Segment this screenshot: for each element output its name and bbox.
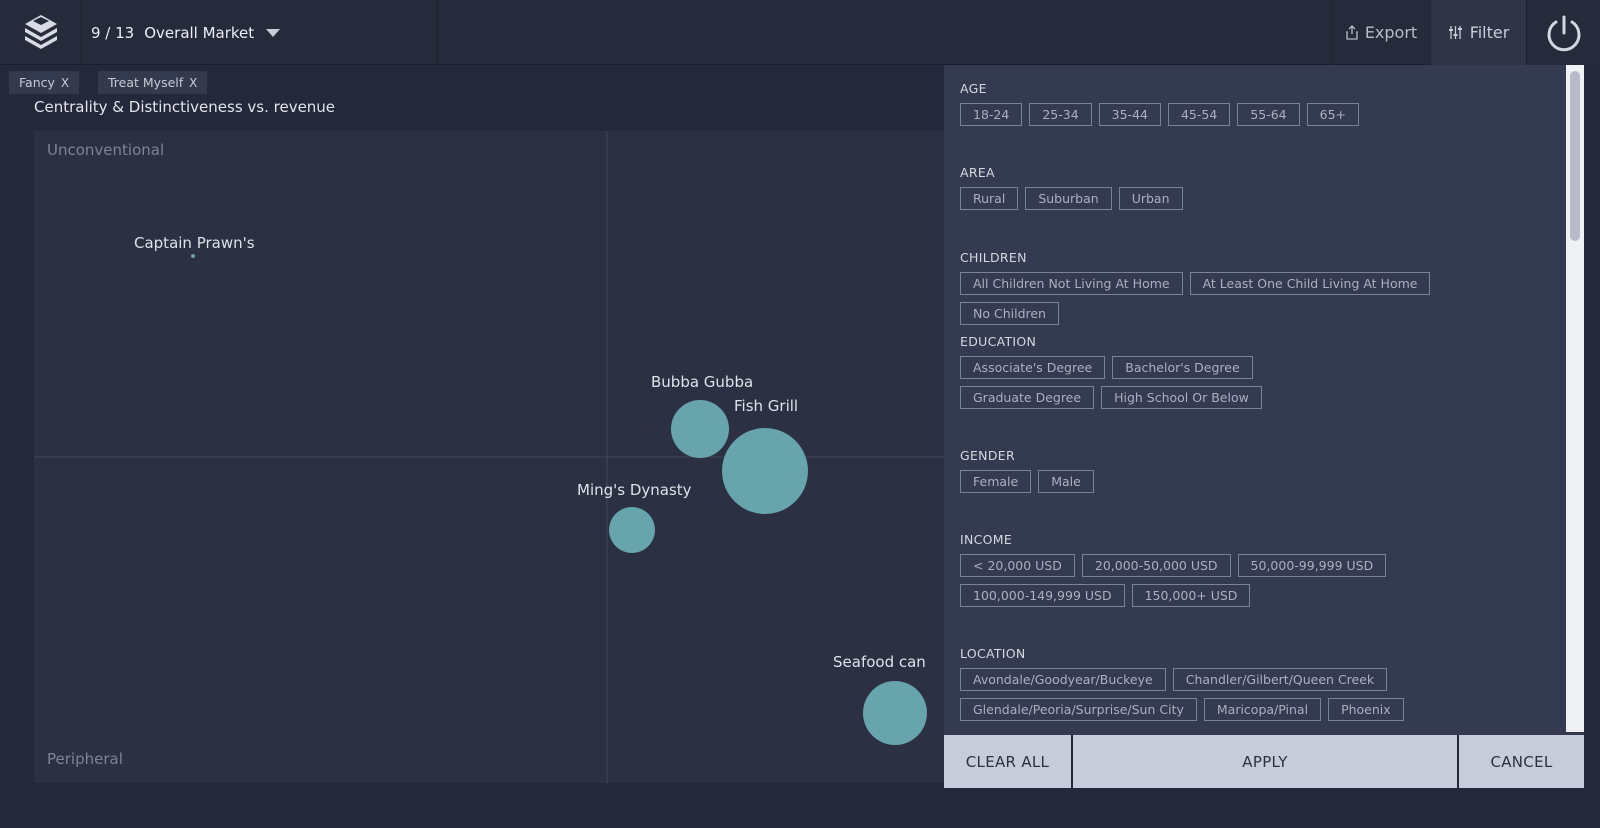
- filter-option-income[interactable]: 20,000-50,000 USD: [1081, 554, 1231, 577]
- bubble-label: Bubba Gubba: [651, 373, 753, 391]
- filter-option-children[interactable]: No Children: [960, 302, 1059, 325]
- filter-option-age[interactable]: 25-34: [1029, 103, 1092, 126]
- filter-section-education: EDUCATION Associate's Degree Bachelor's D…: [960, 334, 1400, 416]
- filter-option-location[interactable]: Chandler/Gilbert/Queen Creek: [1172, 668, 1388, 691]
- filter-option-location[interactable]: Glendale/Peoria/Surprise/Sun City: [960, 698, 1197, 721]
- chip-label: Fancy: [19, 75, 55, 90]
- filter-option-age[interactable]: 55-64: [1237, 103, 1300, 126]
- filter-option-age[interactable]: 35-44: [1098, 103, 1161, 126]
- filter-option-education[interactable]: Bachelor's Degree: [1112, 356, 1253, 379]
- filter-button[interactable]: Filter: [1431, 0, 1526, 65]
- filter-section-location: LOCATION Avondale/Goodyear/Buckeye Chandl…: [960, 646, 1420, 728]
- section-title: INCOME: [960, 532, 1013, 547]
- section-title: GENDER: [960, 448, 1015, 463]
- export-button[interactable]: Export: [1331, 0, 1431, 65]
- filter-option-education[interactable]: High School Or Below: [1101, 386, 1262, 409]
- options-area: Rural Suburban Urban: [960, 187, 1540, 217]
- dataset-name: Overall Market: [144, 23, 255, 42]
- filter-section-income: INCOME < 20,000 USD 20,000-50,000 USD 50,0…: [960, 532, 1400, 614]
- filter-label: Filter: [1469, 23, 1510, 42]
- bubble-label: Fish Grill: [734, 397, 798, 415]
- bubble-group: Captain Prawn's Bubba Gubba Fish Grill Ming…: [134, 234, 927, 745]
- quadrant-label-top: Unconventional: [47, 141, 164, 159]
- filter-option-children[interactable]: All Children Not Living At Home: [960, 272, 1183, 295]
- chart-title: Centrality & Distinctiveness vs. revenue: [34, 98, 336, 116]
- chip-label: Treat Myself: [108, 75, 184, 90]
- filter-footer: CLEAR ALL APPLY CANCEL: [944, 735, 1584, 788]
- section-title: CHILDREN: [960, 250, 1027, 265]
- chevron-down-icon: [266, 28, 281, 37]
- filter-option-age[interactable]: 65+: [1306, 103, 1360, 126]
- power-icon: [1547, 15, 1580, 51]
- section-title: EDUCATION: [960, 334, 1037, 349]
- top-bar: 9 / 13 Overall Market Export Filter: [0, 0, 1600, 65]
- scrollbar-thumb[interactable]: [1570, 71, 1580, 241]
- bubble[interactable]: [722, 428, 808, 514]
- options-age: 18-24 25-34 35-44 45-54 55-64 65+: [960, 103, 1540, 133]
- bubble[interactable]: [191, 254, 195, 258]
- options-gender: Female Male: [960, 470, 1540, 500]
- section-title: AGE: [960, 81, 987, 96]
- bubble[interactable]: [609, 507, 655, 553]
- filter-option-children[interactable]: At Least One Child Living At Home: [1189, 272, 1431, 295]
- dataset-count: 9 / 13: [91, 23, 135, 42]
- export-label: Export: [1364, 23, 1418, 42]
- chip-remove-icon[interactable]: X: [60, 75, 70, 90]
- bubble-label: Seafood can: [833, 653, 926, 671]
- filter-list[interactable]: AGE 18-24 25-34 35-44 45-54 55-64 65+ AREA Ru…: [944, 65, 1566, 732]
- filter-section-age: AGE 18-24 25-34 35-44 45-54 55-64 65+: [960, 81, 1540, 133]
- bubble-chart: Unconventional Peripheral Captain Prawn'…: [34, 131, 954, 783]
- cancel-button[interactable]: CANCEL: [1459, 735, 1584, 788]
- bubble-label: Ming's Dynasty: [577, 481, 692, 499]
- filter-section-children: CHILDREN All Children Not Living At Home…: [960, 250, 1540, 332]
- filter-option-gender[interactable]: Female: [960, 470, 1032, 493]
- filter-option-education[interactable]: Associate's Degree: [960, 356, 1106, 379]
- filter-option-income[interactable]: 50,000-99,999 USD: [1237, 554, 1387, 577]
- filter-option-area[interactable]: Suburban: [1025, 187, 1112, 210]
- logo-icon: [24, 14, 57, 49]
- filter-option-age[interactable]: 45-54: [1167, 103, 1231, 126]
- filter-chip-fancy[interactable]: Fancy X: [9, 71, 80, 94]
- power-button[interactable]: [1526, 0, 1600, 65]
- scrollbar[interactable]: [1566, 65, 1584, 732]
- filter-option-location[interactable]: Maricopa/Pinal: [1203, 698, 1322, 721]
- chip-remove-icon[interactable]: X: [189, 75, 198, 90]
- bubble[interactable]: [671, 400, 729, 458]
- filter-option-area[interactable]: Urban: [1118, 187, 1183, 210]
- filter-option-area[interactable]: Rural: [960, 187, 1019, 210]
- app-logo[interactable]: [0, 0, 82, 65]
- filter-option-income[interactable]: 150,000+ USD: [1131, 584, 1251, 607]
- dataset-selector[interactable]: 9 / 13 Overall Market: [82, 0, 438, 65]
- filter-chip-treat-myself[interactable]: Treat Myself X: [98, 71, 208, 94]
- filter-option-income[interactable]: < 20,000 USD: [960, 554, 1075, 577]
- filter-section-gender: GENDER Female Male: [960, 448, 1540, 500]
- filter-panel: AGE 18-24 25-34 35-44 45-54 55-64 65+ AREA Ru…: [944, 65, 1584, 788]
- apply-button[interactable]: APPLY: [1073, 735, 1457, 788]
- section-title: LOCATION: [960, 646, 1026, 661]
- filter-option-location[interactable]: Avondale/Goodyear/Buckeye: [960, 668, 1166, 691]
- filter-section-area: AREA Rural Suburban Urban: [960, 165, 1540, 217]
- filter-option-age[interactable]: 18-24: [960, 103, 1023, 126]
- export-icon: [1346, 25, 1358, 40]
- filter-option-education[interactable]: Graduate Degree: [960, 386, 1095, 409]
- bubble[interactable]: [863, 681, 927, 745]
- filter-option-income[interactable]: 100,000-149,999 USD: [960, 584, 1125, 607]
- quadrant-label-bottom: Peripheral: [47, 750, 123, 768]
- bubble-label: Captain Prawn's: [134, 234, 255, 252]
- filter-option-location[interactable]: Phoenix: [1328, 698, 1404, 721]
- options-location: Avondale/Goodyear/Buckeye Chandler/Gilber…: [960, 668, 1420, 728]
- clear-all-button[interactable]: CLEAR ALL: [944, 735, 1071, 788]
- filter-option-gender[interactable]: Male: [1038, 470, 1094, 493]
- section-title: AREA: [960, 165, 995, 180]
- options-income: < 20,000 USD 20,000-50,000 USD 50,000-99,9…: [960, 554, 1400, 614]
- sliders-icon: [1448, 25, 1463, 40]
- bubble-chart-svg: Unconventional Peripheral Captain Prawn'…: [34, 131, 954, 783]
- options-children: All Children Not Living At Home At Least …: [960, 272, 1540, 332]
- options-education: Associate's Degree Bachelor's Degree Gradu…: [960, 356, 1400, 416]
